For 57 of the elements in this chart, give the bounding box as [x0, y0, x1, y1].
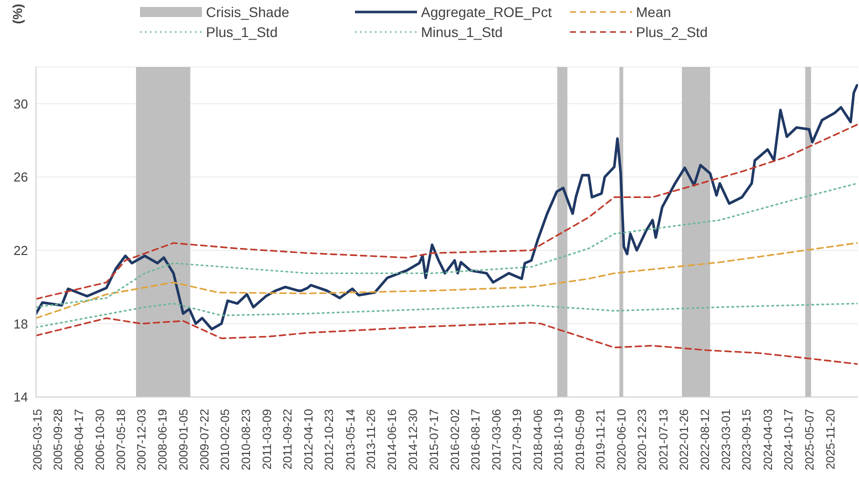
legend-label: Plus_2_Std	[636, 24, 708, 40]
line-series	[36, 182, 858, 308]
x-tick-label: 2020-06-10	[614, 408, 629, 470]
x-tick-label: 2014-06-16	[385, 408, 400, 470]
x-tick-label: 2005-09-28	[51, 408, 66, 470]
x-tick-label: 2022-01-26	[677, 408, 692, 470]
x-tick-label: 2013-05-14	[343, 408, 358, 470]
x-tick-label: 2014-12-30	[406, 408, 420, 470]
x-tick-label: 2017-03-06	[490, 408, 504, 470]
x-tick-label: 2018-04-06	[531, 408, 546, 470]
y-tick-label: 14	[14, 390, 28, 405]
x-tick-label: 2020-12-23	[635, 408, 650, 470]
x-tick-label: 2024-10-17	[782, 408, 796, 470]
legend-label: Aggregate_ROE_Pct	[421, 4, 552, 20]
x-tick-label: 2012-10-23	[322, 408, 336, 470]
x-tick-label: 2024-04-03	[760, 408, 775, 470]
x-tick-label: 2019-11-21	[593, 408, 608, 470]
x-tick-label: 2022-08-12	[698, 408, 712, 470]
line-series	[36, 124, 858, 300]
legend-label: Minus_1_Std	[421, 24, 503, 40]
x-tick-label: 2009-07-22	[197, 408, 212, 470]
x-tick-label: 2009-01-05	[176, 408, 191, 470]
x-tick-label: 2023-03-01	[718, 408, 733, 470]
x-tick-label: 2011-09-22	[280, 408, 294, 470]
x-tick-label: 2013-11-26	[364, 408, 378, 470]
x-tick-label: 2017-09-19	[510, 408, 524, 470]
x-tick-label: 2010-02-05	[218, 408, 232, 470]
x-tick-label: 2025-11-20	[823, 408, 838, 470]
line-series	[36, 302, 858, 328]
x-tick-label: 2007-05-18	[114, 408, 128, 470]
y-axis-title: (%)	[10, 4, 25, 24]
x-tick-label: 2018-10-19	[552, 408, 566, 470]
x-tick-label: 2021-07-13	[656, 408, 670, 470]
legend-label: Crisis_Shade	[206, 4, 290, 20]
x-tick-label: 2023-09-15	[740, 408, 754, 470]
x-tick-label: 2011-03-09	[260, 408, 274, 470]
x-tick-label: 2006-04-17	[72, 408, 86, 470]
x-tick-label: 2019-05-09	[572, 408, 587, 470]
legend-label: Mean	[636, 4, 672, 20]
x-tick-label: 2025-05-07	[802, 408, 817, 470]
x-tick-label: 2008-06-19	[156, 408, 170, 470]
x-tick-label: 2006-10-30	[92, 408, 107, 470]
line-series	[36, 84, 858, 330]
line-series	[36, 242, 858, 319]
legend-label: Plus_1_Std	[206, 24, 278, 40]
y-tick-label: 22	[14, 242, 28, 258]
x-tick-label: 2016-02-02	[448, 408, 462, 470]
x-tick-label: 2005-03-15	[30, 408, 44, 470]
x-tick-label: 2016-08-17	[468, 408, 482, 470]
x-tick-label: 2010-08-23	[239, 408, 254, 470]
line-series	[36, 317, 858, 365]
x-tick-label: 2015-07-17	[426, 408, 441, 470]
y-tick-label: 30	[14, 96, 28, 112]
y-tick-label: 26	[14, 170, 28, 185]
y-tick-label: 18	[14, 316, 28, 332]
x-tick-label: 2012-04-10	[302, 408, 316, 470]
x-tick-label: 2007-12-03	[134, 408, 149, 470]
